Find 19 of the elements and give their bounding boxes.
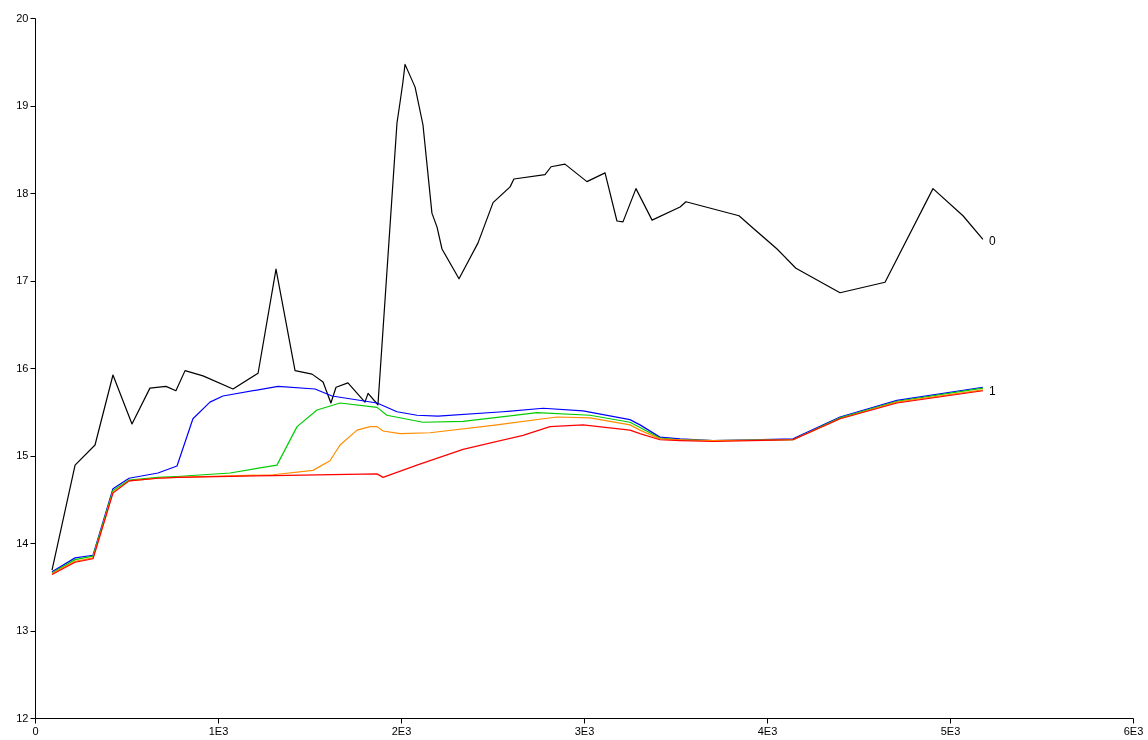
y-tick-label: 19 [16, 99, 29, 111]
y-tick-label: 12 [16, 711, 29, 724]
y-tick-label: 20 [16, 11, 29, 24]
x-tick-label: 4E3 [757, 724, 778, 737]
x-tick-label: 0 [32, 724, 39, 737]
y-tick-label: 18 [16, 186, 29, 199]
x-tick-label: 5E3 [940, 724, 961, 737]
y-tick-label: 13 [16, 624, 29, 636]
y-tick-label: 14 [16, 536, 29, 549]
x-tick-label: 1E3 [208, 724, 229, 737]
y-tick-label: 17 [16, 274, 29, 286]
annotation: 0 [988, 234, 996, 249]
x-tick-label: 6E3 [1123, 724, 1144, 737]
annotation: 1 [988, 383, 996, 398]
x-tick-label: 2E3 [391, 724, 412, 737]
line-series [51, 63, 984, 571]
y-tick-label: 15 [16, 449, 29, 461]
y-tick-label: 16 [16, 361, 29, 374]
x-tick-label: 3E3 [574, 724, 595, 737]
